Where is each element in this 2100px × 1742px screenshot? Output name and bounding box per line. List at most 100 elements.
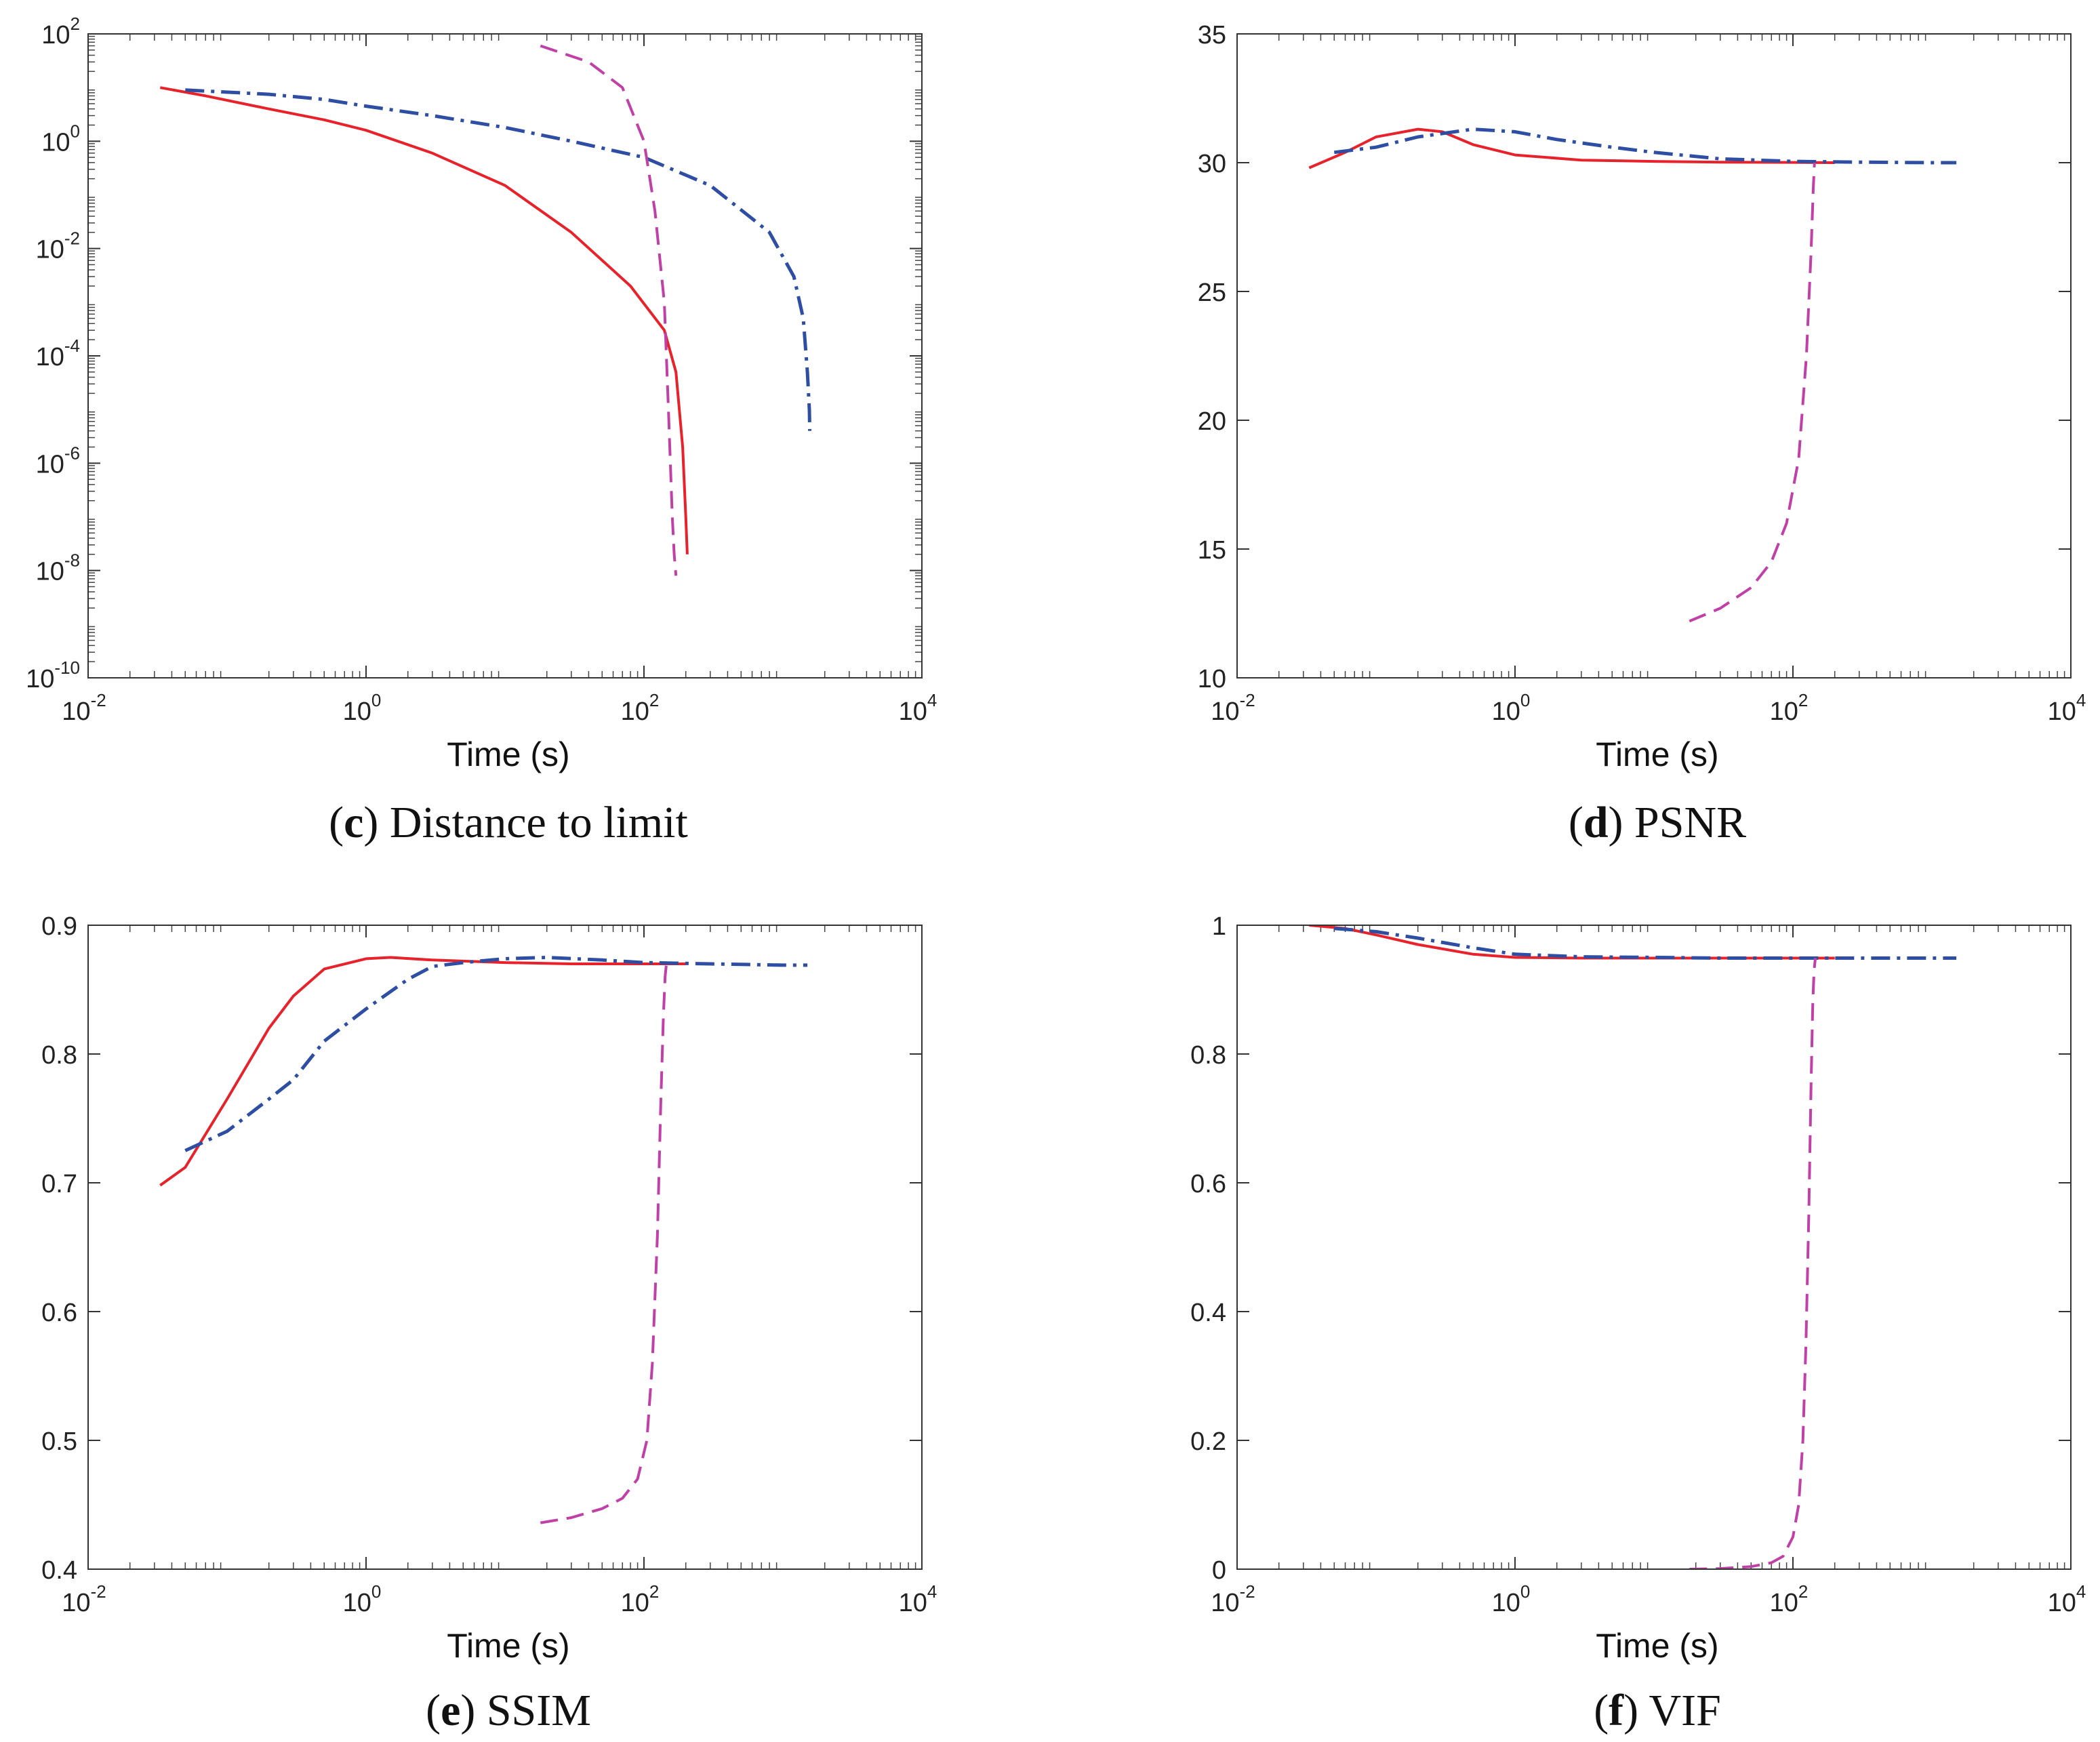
y-tick-base: 10 bbox=[41, 21, 70, 49]
y-tick-exponent: 0 bbox=[70, 121, 80, 141]
plot-area bbox=[88, 34, 922, 678]
y-tick-label: 102 bbox=[41, 14, 80, 49]
figure-canvas: 10-2 100 102 10410-1010-810-610-410-2100102… bbox=[0, 0, 2100, 1742]
y-tick-base: 10 bbox=[36, 343, 64, 371]
caption-text: VIF bbox=[1649, 1686, 1720, 1735]
panel-caption: (c) Distance to limit bbox=[329, 798, 688, 847]
y-tick-base: 0.5 bbox=[41, 1427, 77, 1456]
x-axis-label: Time (s) bbox=[1596, 1627, 1718, 1665]
y-tick-label: 0.6 bbox=[1190, 1170, 1226, 1198]
caption-open-paren: ( bbox=[1594, 1686, 1609, 1735]
caption-letter: f bbox=[1609, 1686, 1624, 1735]
x-tick-base: 10 bbox=[343, 1589, 371, 1617]
y-tick-base: 0.7 bbox=[41, 1170, 77, 1198]
y-tick-label: 10-4 bbox=[36, 336, 80, 371]
y-tick-label: 10-6 bbox=[36, 443, 80, 479]
y-tick-base: 10 bbox=[36, 236, 64, 264]
x-tick-base: 10 bbox=[62, 697, 90, 726]
x-tick-base: 10 bbox=[621, 697, 649, 726]
x-tick-exponent: -2 bbox=[1240, 690, 1255, 710]
caption-letter: e bbox=[441, 1686, 460, 1735]
x-tick-exponent: 0 bbox=[1520, 690, 1530, 710]
x-tick-base: 10 bbox=[621, 1589, 649, 1617]
y-tick-base: 0.2 bbox=[1190, 1427, 1226, 1456]
caption-close-paren: ) bbox=[460, 1686, 486, 1735]
caption-letter: d bbox=[1583, 798, 1609, 847]
x-tick-base: 10 bbox=[2048, 697, 2076, 726]
y-tick-label: 25 bbox=[1198, 279, 1226, 307]
x-tick-base: 10 bbox=[1211, 1589, 1239, 1617]
x-tick-base: 10 bbox=[2048, 1589, 2076, 1617]
caption-open-paren: ( bbox=[329, 798, 344, 847]
y-tick-base: 30 bbox=[1198, 150, 1226, 178]
x-axis-label: Time (s) bbox=[1596, 735, 1718, 773]
x-tick-label: 104 bbox=[899, 1581, 937, 1617]
y-tick-label: 0.9 bbox=[41, 912, 77, 941]
y-tick-label: 100 bbox=[41, 121, 80, 157]
x-tick-label: 100 bbox=[343, 690, 382, 726]
y-tick-label: 0.4 bbox=[41, 1556, 77, 1585]
caption-open-paren: ( bbox=[426, 1686, 441, 1735]
x-tick-label: 100 bbox=[1492, 690, 1531, 726]
y-tick-base: 10 bbox=[1198, 665, 1226, 693]
y-tick-base: 35 bbox=[1198, 21, 1226, 49]
y-tick-base: 10 bbox=[26, 665, 54, 693]
x-tick-base: 10 bbox=[1492, 697, 1520, 726]
y-tick-label: 0.4 bbox=[1190, 1299, 1226, 1327]
y-tick-label: 10-8 bbox=[36, 550, 80, 586]
y-tick-base: 0.8 bbox=[41, 1041, 77, 1070]
y-tick-exponent: -4 bbox=[64, 336, 80, 356]
y-tick-label: 15 bbox=[1198, 536, 1226, 565]
plot-area bbox=[1237, 925, 2071, 1569]
y-tick-base: 0.8 bbox=[1190, 1041, 1226, 1070]
x-tick-label: 104 bbox=[2048, 1581, 2086, 1617]
x-tick-label: 104 bbox=[899, 690, 937, 726]
y-tick-label: 10 bbox=[1198, 665, 1226, 693]
y-tick-label: 10-10 bbox=[26, 657, 80, 693]
y-tick-base: 0.9 bbox=[41, 912, 77, 941]
x-tick-base: 10 bbox=[343, 697, 371, 726]
y-tick-exponent: 2 bbox=[70, 14, 80, 34]
x-tick-base: 10 bbox=[899, 1589, 927, 1617]
x-tick-exponent: 0 bbox=[371, 1581, 381, 1602]
y-tick-label: 30 bbox=[1198, 150, 1226, 178]
y-tick-exponent: -6 bbox=[64, 443, 80, 463]
panel-caption: (e) SSIM bbox=[426, 1686, 591, 1735]
x-tick-base: 10 bbox=[62, 1589, 90, 1617]
x-tick-exponent: -2 bbox=[91, 1581, 106, 1602]
y-tick-label: 20 bbox=[1198, 407, 1226, 436]
plot-area bbox=[1237, 34, 2071, 678]
y-tick-label: 0 bbox=[1212, 1556, 1226, 1585]
y-tick-base: 0 bbox=[1212, 1556, 1226, 1585]
x-tick-base: 10 bbox=[1770, 1589, 1798, 1617]
x-tick-base: 10 bbox=[1492, 1589, 1520, 1617]
x-tick-exponent: 2 bbox=[1798, 1581, 1808, 1602]
y-tick-base: 10 bbox=[36, 558, 64, 586]
x-tick-exponent: 4 bbox=[2076, 1581, 2086, 1602]
y-tick-label: 0.6 bbox=[41, 1299, 77, 1327]
x-tick-exponent: 2 bbox=[649, 1581, 659, 1602]
x-tick-label: 10-2 bbox=[62, 1581, 106, 1617]
x-tick-label: 104 bbox=[2048, 690, 2086, 726]
caption-close-paren: ) bbox=[1623, 1686, 1649, 1735]
y-tick-base: 10 bbox=[41, 128, 70, 157]
y-tick-base: 0.4 bbox=[1190, 1299, 1226, 1327]
x-tick-exponent: 4 bbox=[927, 690, 937, 710]
x-tick-exponent: 0 bbox=[371, 690, 381, 710]
x-tick-exponent: 2 bbox=[1798, 690, 1808, 710]
plot-area bbox=[88, 925, 922, 1569]
caption-text: Distance to limit bbox=[390, 798, 688, 847]
x-tick-exponent: 4 bbox=[927, 1581, 937, 1602]
y-tick-base: 0.6 bbox=[1190, 1170, 1226, 1198]
x-tick-label: 100 bbox=[1492, 1581, 1531, 1617]
panel-caption: (d) PSNR bbox=[1569, 798, 1746, 847]
panel-vif: 10-2 100 102 10400.20.40.60.81Time (s)(f) V… bbox=[1190, 912, 2086, 1735]
caption-close-paren: ) bbox=[363, 798, 389, 847]
x-axis-label: Time (s) bbox=[447, 1627, 569, 1665]
y-tick-label: 10-2 bbox=[36, 228, 80, 264]
x-tick-base: 10 bbox=[899, 697, 927, 726]
y-tick-label: 35 bbox=[1198, 21, 1226, 49]
caption-open-paren: ( bbox=[1569, 798, 1583, 847]
caption-text: PSNR bbox=[1634, 798, 1746, 847]
